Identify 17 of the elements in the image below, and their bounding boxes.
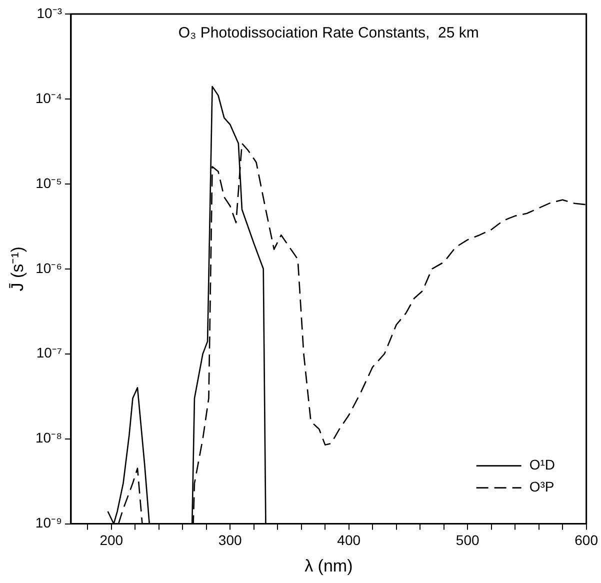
x-tick-label: 400	[337, 532, 361, 548]
y-tick-label: 10⁻⁸	[36, 430, 62, 446]
y-tick-label: 10⁻⁹	[35, 514, 62, 531]
text: O₃ Photodissociation Rate Constants, 25 km	[178, 24, 479, 42]
x-tick-label: 300	[218, 532, 242, 548]
legend-label: O¹D	[529, 456, 555, 473]
x-tick-label: 600	[574, 532, 598, 548]
x-axis-title: λ (nm)	[304, 556, 353, 576]
x-tick-label: 200	[100, 532, 124, 548]
y-tick-label: 10⁻³	[36, 4, 62, 21]
y-tick-label: 10⁻⁷	[36, 344, 62, 361]
legend-label: O³P	[529, 478, 554, 495]
y-tick-label: 10⁻⁶	[36, 260, 62, 276]
x-tick-label: 500	[456, 532, 480, 548]
y-axis-title: J̄ (s⁻¹)	[8, 246, 27, 292]
y-tick-label: 10⁻⁵	[36, 174, 62, 191]
y-tick-label: 10⁻⁴	[35, 90, 62, 106]
